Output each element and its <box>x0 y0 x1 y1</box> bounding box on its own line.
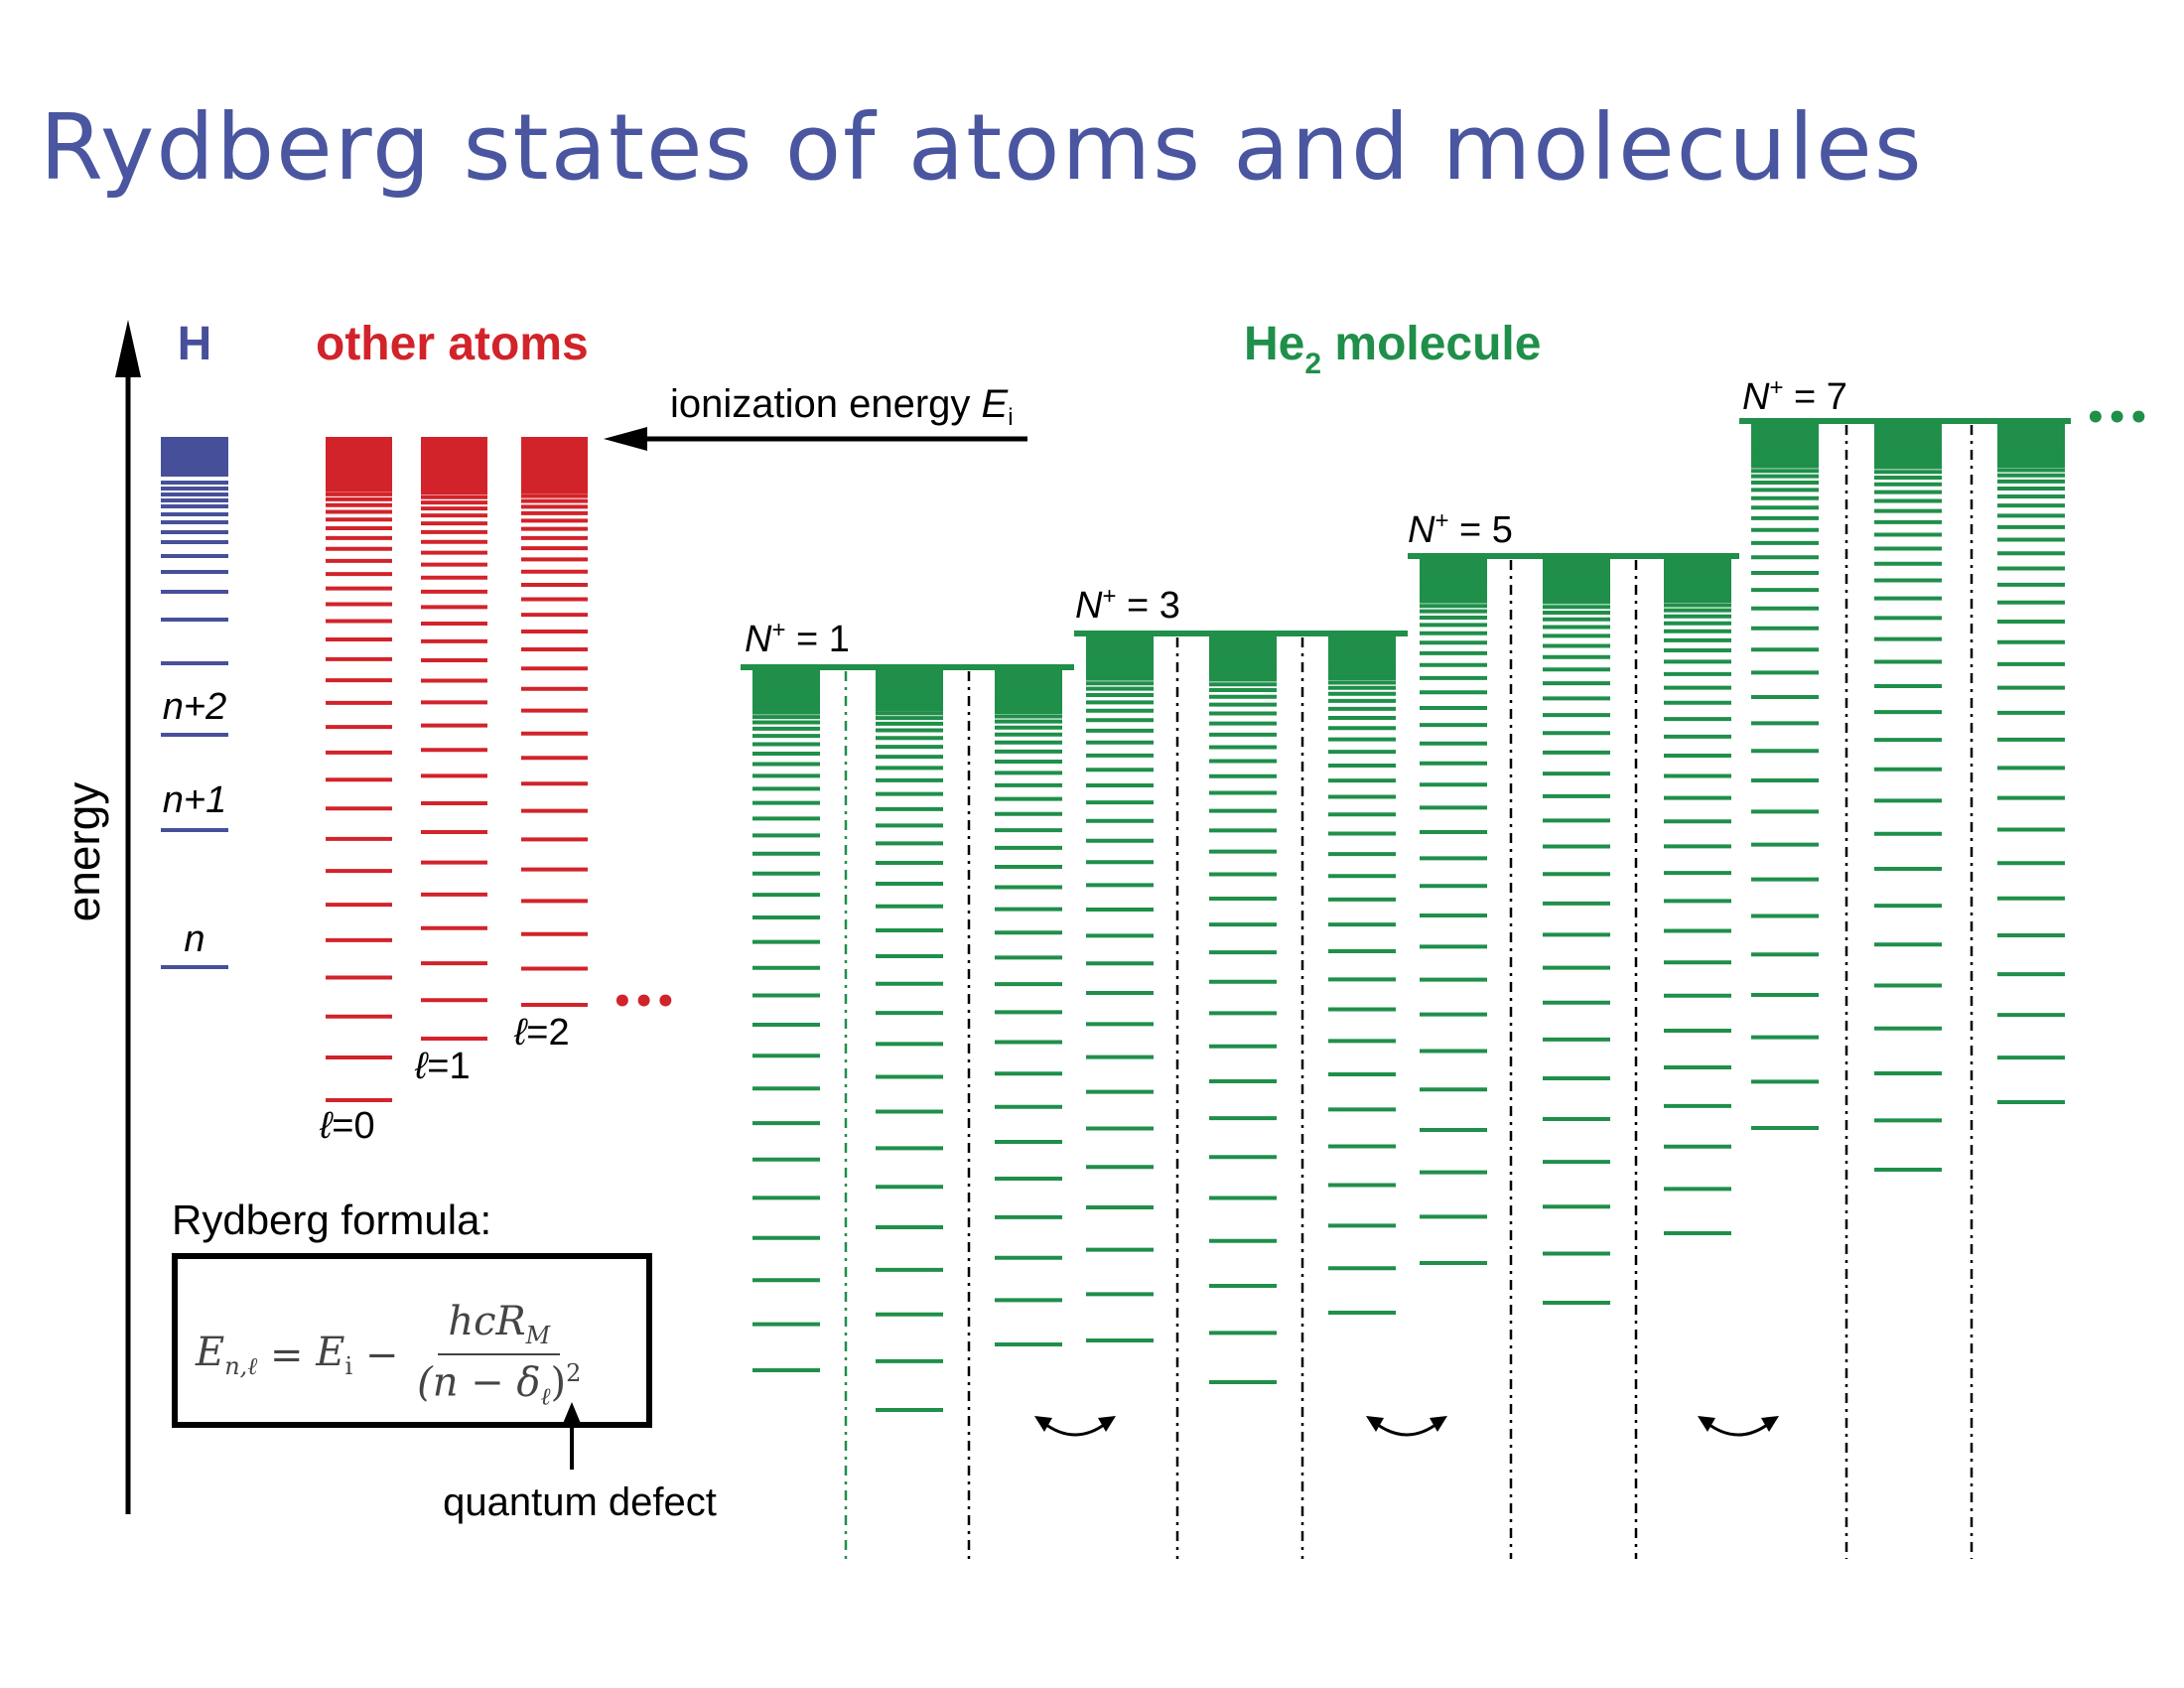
label-ell-1: ℓ=1 <box>414 1046 471 1087</box>
slide-title: Rydberg states of atoms and molecules <box>40 94 1924 201</box>
ell1-column-continuum <box>421 437 487 479</box>
molecule-column-continuum <box>1086 636 1154 666</box>
rydberg-formula: En,ℓ = Ei − hcRM (n − δℓ)2 <box>196 1299 581 1411</box>
label-N3: N+ = 3 <box>1075 583 1180 627</box>
label-N1: N+ = 1 <box>745 617 850 660</box>
ell0-column-continuum <box>326 437 392 479</box>
molecule-column-continuum <box>876 670 943 700</box>
atoms-ellipsis: ••• <box>612 982 676 1022</box>
mixing-arrowhead-right <box>1761 1416 1779 1432</box>
label-n-plus-2: n+2 <box>163 686 226 728</box>
label-ell-2: ℓ=2 <box>513 1012 570 1054</box>
molecule-column-continuum <box>1543 559 1610 589</box>
other-atoms-heading: other atoms <box>316 318 589 370</box>
ell2-column-continuum <box>521 437 588 479</box>
ionization-arrow <box>604 427 647 451</box>
rydberg-formula-label: Rydberg formula: <box>172 1196 491 1243</box>
formula-denominator: (n − δℓ)2 <box>417 1359 582 1411</box>
molecule-column-continuum <box>995 670 1062 700</box>
mixing-arrowhead-left <box>1366 1416 1384 1432</box>
molecule-heading-sub: 2 <box>1304 348 1321 380</box>
mixing-double-arrow-icon <box>1373 1420 1440 1437</box>
hydrogen-heading: H <box>178 318 212 370</box>
label-N5: N+ = 5 <box>1408 507 1513 551</box>
label-N7: N+ = 7 <box>1742 374 1847 418</box>
formula-minus: − <box>352 1332 412 1378</box>
molecule-heading: He2 molecule <box>1244 318 1541 380</box>
label-n-plus-1: n+1 <box>163 779 226 821</box>
formula-equals: = <box>257 1332 317 1378</box>
molecule-column-continuum <box>1874 424 1942 454</box>
mixing-double-arrow-icon <box>1705 1420 1772 1437</box>
energy-axis-label: energy <box>58 782 109 922</box>
mixing-arrowhead-right <box>1098 1416 1116 1432</box>
molecule-column-continuum <box>752 670 820 700</box>
quantum-defect-arrow <box>562 1402 582 1426</box>
formula-numerator: hcRM <box>438 1299 561 1355</box>
formula-lhs: En,ℓ <box>196 1329 258 1380</box>
molecule-column-continuum <box>1420 559 1487 589</box>
label-ell-0: ℓ=0 <box>319 1105 375 1147</box>
other-atom-levels <box>326 437 588 1102</box>
hydrogen-levels <box>161 437 228 969</box>
formula-ei: Ei <box>316 1330 353 1381</box>
quantum-defect-label: quantum defect <box>443 1480 717 1524</box>
mixing-double-arrow-icon <box>1041 1420 1109 1437</box>
mixing-arrowhead-left <box>1034 1416 1052 1432</box>
molecule-column-continuum <box>1751 424 1819 454</box>
ionization-energy-label: ionization energy Ei <box>670 382 1014 431</box>
rydberg-formula-box: En,ℓ = Ei − hcRM (n − δℓ)2 <box>172 1253 652 1428</box>
mixing-arrowhead-right <box>1430 1416 1447 1432</box>
molecule-column-continuum <box>1664 559 1731 589</box>
hydrogen-continuum <box>161 437 228 477</box>
energy-axis-arrow <box>115 320 141 377</box>
molecule-heading-rest: molecule <box>1321 318 1541 370</box>
molecule-column-continuum <box>1209 636 1277 666</box>
label-n: n <box>184 918 205 960</box>
molecule-heading-main: He <box>1244 318 1304 370</box>
mixing-arrowhead-left <box>1698 1416 1715 1432</box>
molecule-levels <box>741 418 2071 1559</box>
formula-fraction: hcRM (n − δℓ)2 <box>417 1299 581 1411</box>
molecule-column-continuum <box>1997 424 2065 454</box>
molecule-column-continuum <box>1328 636 1396 666</box>
molecule-ellipsis: ••• <box>2085 398 2149 438</box>
